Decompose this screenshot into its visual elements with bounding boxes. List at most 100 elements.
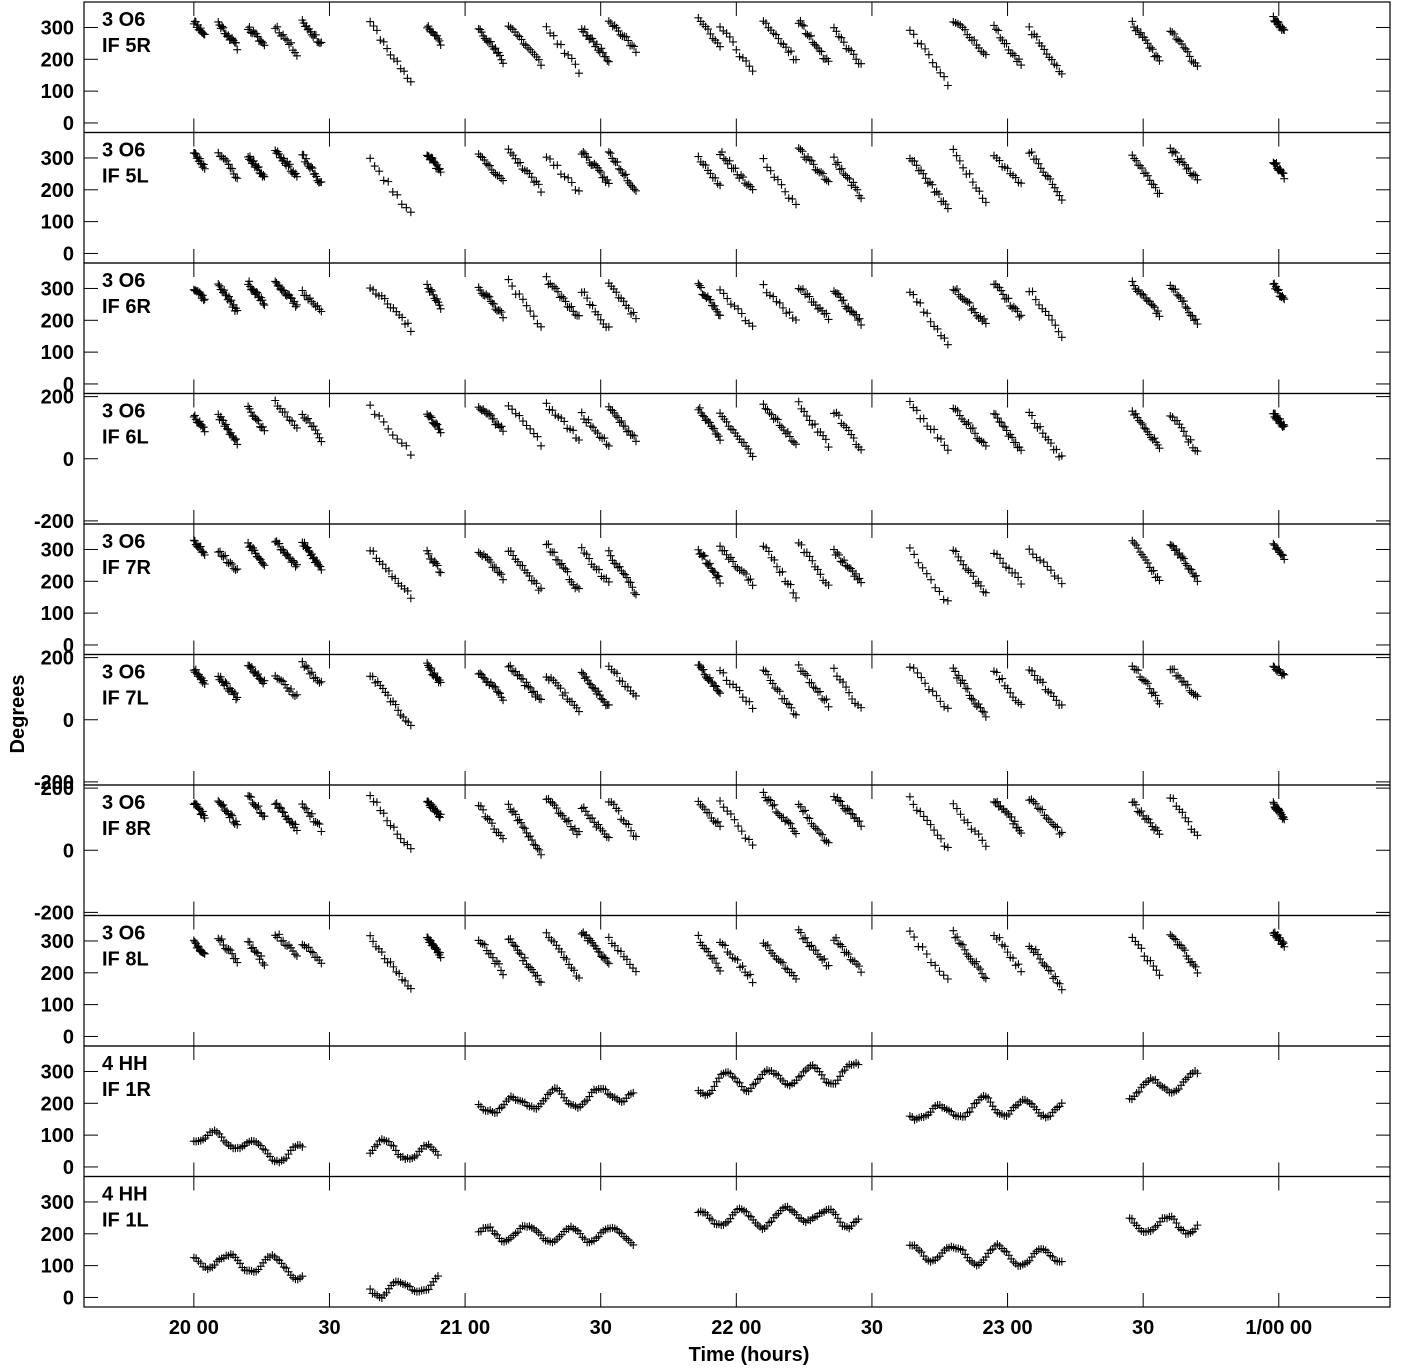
data-point — [1155, 830, 1164, 839]
data-point — [604, 441, 613, 450]
data-point — [400, 838, 409, 847]
data-point — [435, 164, 444, 173]
data-point — [1280, 422, 1289, 431]
data-point — [772, 297, 781, 306]
data-point — [511, 154, 520, 163]
data-point — [394, 706, 403, 715]
data-point — [810, 420, 819, 429]
data-point — [791, 829, 800, 838]
data-point — [964, 418, 973, 427]
data-point — [1017, 311, 1026, 320]
data-point — [518, 561, 527, 570]
data-point — [723, 294, 732, 303]
data-point — [968, 1103, 977, 1112]
data-point — [816, 687, 825, 696]
data-point — [721, 156, 730, 165]
data-point — [979, 973, 988, 982]
data-point — [515, 289, 524, 298]
panel-frame — [83, 1175, 1391, 1308]
data-point — [406, 594, 415, 603]
data-point — [619, 569, 628, 578]
data-point — [260, 561, 269, 570]
data-point — [695, 281, 704, 290]
data-point — [905, 663, 914, 672]
data-point — [1280, 26, 1289, 35]
data-point — [231, 173, 240, 182]
data-point — [560, 417, 569, 426]
data-point — [1057, 1257, 1066, 1266]
data-point — [406, 721, 415, 730]
data-point — [292, 690, 301, 699]
data-point — [260, 676, 269, 685]
data-point — [1049, 974, 1058, 983]
data-point — [802, 548, 811, 557]
data-point — [423, 280, 432, 289]
data-point — [386, 50, 395, 59]
y-tick-label: 100 — [41, 212, 74, 234]
data-point — [913, 668, 922, 677]
data-point — [616, 947, 625, 956]
data-point — [714, 963, 723, 972]
data-point — [628, 183, 637, 192]
data-point — [193, 942, 202, 951]
data-point — [628, 430, 637, 439]
data-point — [252, 948, 261, 957]
data-point — [533, 844, 542, 853]
data-point — [923, 309, 932, 318]
data-point — [254, 802, 263, 811]
data-point — [1175, 673, 1184, 682]
data-point — [933, 433, 942, 442]
data-point — [722, 550, 731, 559]
data-point — [713, 430, 722, 439]
data-point — [775, 421, 784, 430]
data-point — [713, 571, 722, 580]
data-point — [1052, 61, 1061, 70]
data-point — [711, 818, 720, 827]
data-point — [219, 23, 228, 32]
data-point — [232, 695, 241, 704]
data-point — [506, 661, 515, 670]
data-point — [403, 840, 412, 849]
data-point — [432, 559, 441, 568]
data-point — [916, 807, 925, 816]
data-point — [560, 172, 569, 181]
y-tick-label: 0 — [63, 449, 74, 471]
data-point — [775, 811, 784, 820]
data-point — [805, 156, 814, 165]
data-point — [779, 426, 788, 435]
data-point — [1040, 45, 1049, 54]
data-point — [1057, 1099, 1066, 1108]
data-point — [932, 691, 941, 700]
data-point — [406, 77, 415, 86]
data-point — [1151, 691, 1160, 700]
data-point — [275, 281, 284, 290]
data-point — [791, 440, 800, 449]
data-point — [596, 315, 605, 324]
data-point — [969, 572, 978, 581]
data-point — [854, 1215, 863, 1224]
data-point — [564, 173, 573, 182]
data-point — [317, 307, 326, 316]
data-point — [596, 824, 605, 833]
data-point — [287, 38, 296, 47]
data-point — [435, 301, 444, 310]
panel-frame — [83, 914, 1391, 1047]
data-point — [476, 286, 485, 295]
data-point — [824, 57, 833, 66]
data-point — [432, 294, 441, 303]
data-point — [199, 676, 208, 685]
data-point — [838, 558, 847, 567]
data-point — [778, 958, 787, 967]
data-point — [491, 170, 500, 179]
data-point — [1150, 434, 1159, 443]
data-point — [553, 287, 562, 296]
data-point — [789, 438, 798, 447]
data-point — [1170, 665, 1179, 674]
data-point — [277, 804, 286, 813]
y-tick-label: 0 — [63, 710, 74, 732]
data-point — [813, 166, 822, 175]
y-tick-label: 200 — [41, 963, 74, 985]
data-point — [200, 427, 209, 436]
data-point — [590, 818, 599, 827]
data-point — [575, 827, 584, 836]
